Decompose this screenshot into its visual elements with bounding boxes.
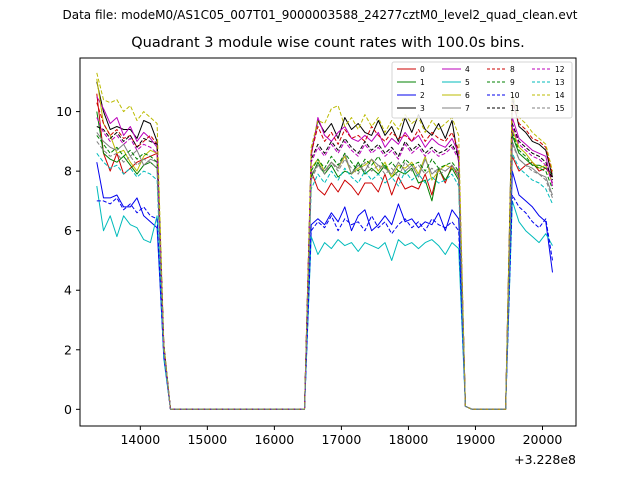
x-tick-label-18000: 18000 xyxy=(389,432,429,447)
legend-label-6: 6 xyxy=(465,91,470,100)
chart-title: Quadrant 3 module wise count rates with … xyxy=(131,35,525,51)
series-line-15 xyxy=(96,141,553,410)
legend-label-15: 15 xyxy=(555,104,565,113)
legend-label-7: 7 xyxy=(465,104,470,113)
series-layer xyxy=(96,72,553,410)
legend-label-1: 1 xyxy=(420,78,425,87)
legend-label-4: 4 xyxy=(465,65,470,74)
x-tick-label-16000: 16000 xyxy=(254,432,294,447)
x-tick-label-20000: 20000 xyxy=(523,432,563,447)
x-tick-label-14000: 14000 xyxy=(120,432,160,447)
legend-label-2: 2 xyxy=(420,91,425,100)
legend-label-13: 13 xyxy=(555,78,565,87)
legend-label-11: 11 xyxy=(510,104,520,113)
y-tick-label-10: 10 xyxy=(56,104,72,119)
legend-label-14: 14 xyxy=(555,91,565,100)
legend-box xyxy=(391,61,573,119)
legend-label-8: 8 xyxy=(510,65,515,74)
x-tick-label-15000: 15000 xyxy=(187,432,227,447)
y-tick-label-8: 8 xyxy=(64,164,72,179)
series-line-12 xyxy=(96,117,553,410)
y-tick-label-2: 2 xyxy=(64,342,72,357)
series-line-5 xyxy=(96,185,553,410)
y-tick-label-4: 4 xyxy=(64,283,72,298)
series-line-10 xyxy=(96,194,553,410)
y-tick-label-0: 0 xyxy=(64,402,72,417)
x-tick-label-17000: 17000 xyxy=(322,432,362,447)
figure-suptitle: Data file: modeM0/AS1C05_007T01_90000035… xyxy=(62,8,578,22)
y-axis-ticks: 0 2 4 6 8 10 xyxy=(56,104,80,417)
legend-label-0: 0 xyxy=(420,65,425,74)
plot-frame xyxy=(79,57,577,427)
legend-label-10: 10 xyxy=(510,91,520,100)
y-tick-label-6: 6 xyxy=(64,223,72,238)
x-axis-offset-label: +3.228e8 xyxy=(514,452,576,467)
legend-label-12: 12 xyxy=(555,65,565,74)
legend-label-5: 5 xyxy=(465,78,470,87)
x-axis-ticks: 14000 15000 16000 17000 18000 19000 20000 xyxy=(120,426,562,447)
legend-label-3: 3 xyxy=(420,104,425,113)
series-line-14 xyxy=(96,72,553,410)
x-tick-label-19000: 19000 xyxy=(456,432,496,447)
legend-label-9: 9 xyxy=(510,78,515,87)
